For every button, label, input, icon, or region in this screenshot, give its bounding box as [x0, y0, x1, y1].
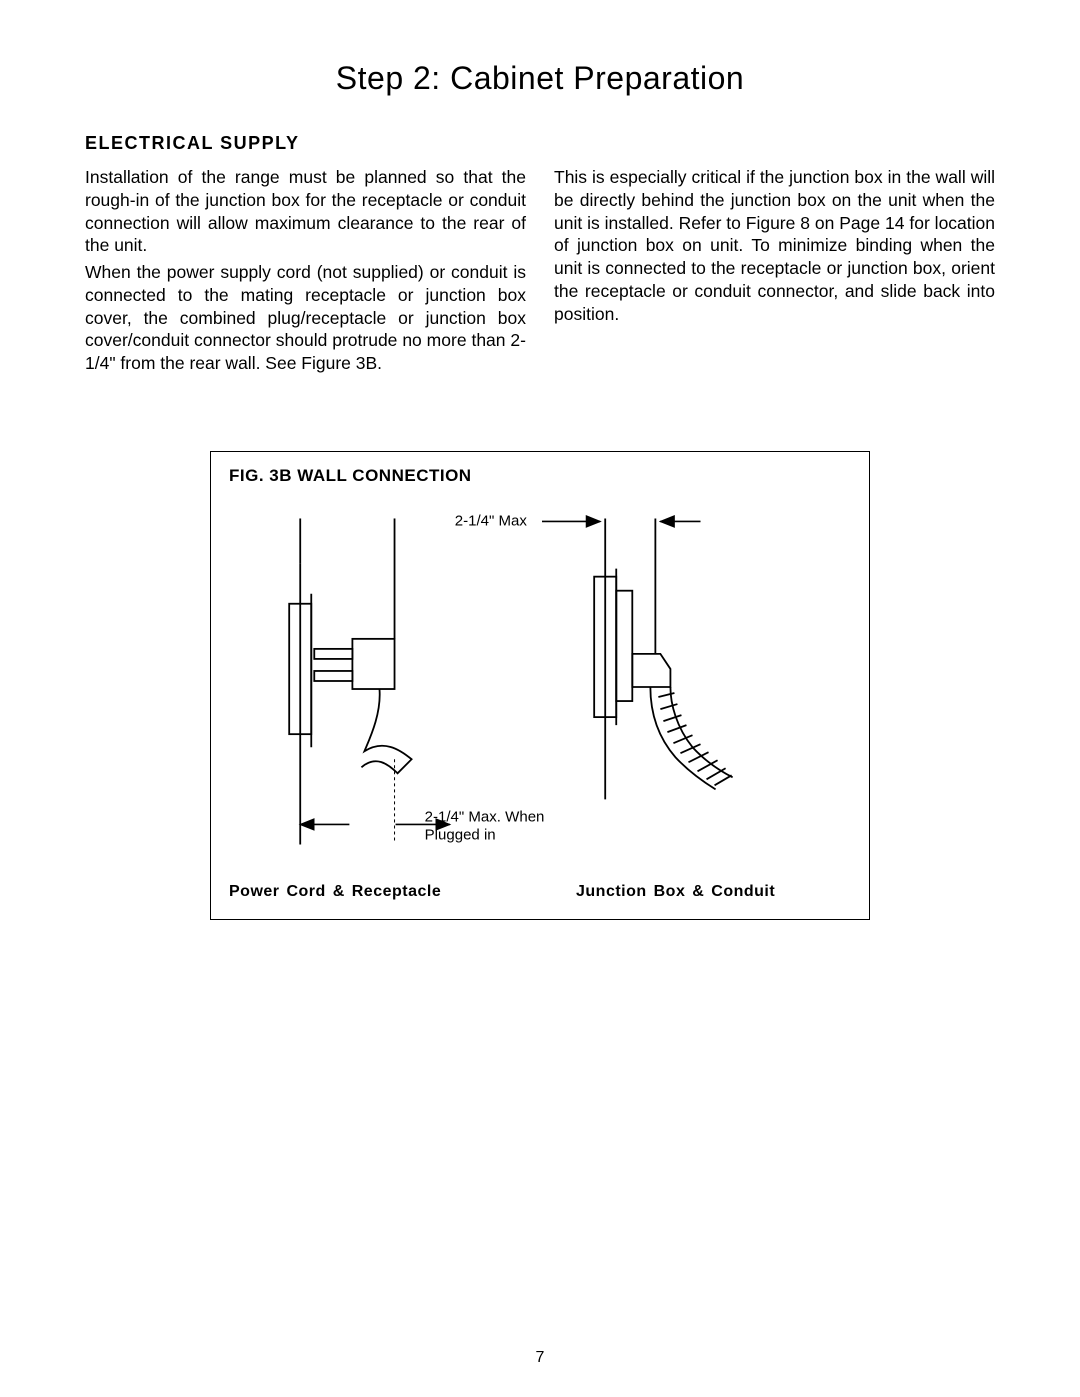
page-title: Step 2: Cabinet Preparation: [85, 60, 995, 97]
dim-top-label: 2-1/4" Max: [455, 512, 528, 529]
paragraph: When the power supply cord (not supplied…: [85, 261, 526, 375]
dim-bottom-label-2: Plugged in: [425, 826, 496, 843]
dim-bottom-label-1: 2-1/4" Max. When: [425, 808, 545, 825]
paragraph: Installation of the range must be planne…: [85, 166, 526, 257]
column-left: Installation of the range must be planne…: [85, 166, 526, 379]
caption-right: Junction Box & Conduit: [576, 883, 775, 901]
text-columns: Installation of the range must be planne…: [85, 166, 995, 379]
caption-left: Power Cord & Receptacle: [229, 883, 540, 901]
wall-connection-diagram: 2-1/4" Max: [229, 494, 851, 874]
section-heading: ELECTRICAL SUPPLY: [85, 133, 995, 154]
figure-captions: Power Cord & Receptacle Junction Box & C…: [229, 883, 851, 901]
page-number: 7: [536, 1349, 545, 1367]
junction-box-drawing: [594, 518, 732, 799]
figure-title: FIG. 3B WALL CONNECTION: [229, 466, 851, 486]
figure-3b: FIG. 3B WALL CONNECTION 2-1/4" Max: [210, 451, 870, 920]
column-right: This is especially critical if the junct…: [554, 166, 995, 379]
power-cord-drawing: [289, 518, 450, 844]
paragraph: This is especially critical if the junct…: [554, 166, 995, 325]
